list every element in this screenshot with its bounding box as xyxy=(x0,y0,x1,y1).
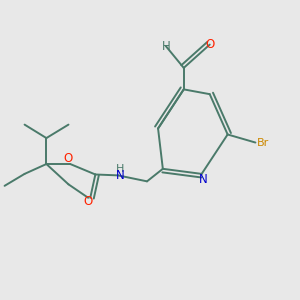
Text: H: H xyxy=(116,164,124,174)
Text: N: N xyxy=(116,169,125,182)
Text: O: O xyxy=(83,195,92,208)
Text: Br: Br xyxy=(257,137,269,148)
Text: H: H xyxy=(161,40,170,52)
Text: N: N xyxy=(199,173,208,186)
Text: O: O xyxy=(63,152,73,165)
Text: O: O xyxy=(205,38,214,51)
